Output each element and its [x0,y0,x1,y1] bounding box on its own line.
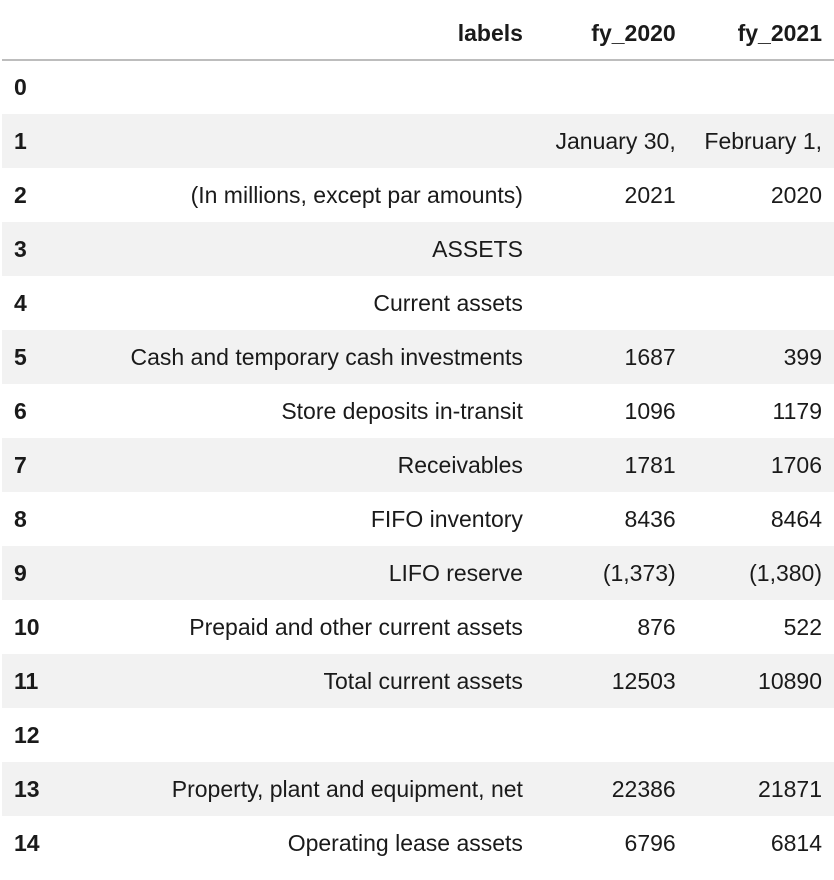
row-index: 6 [14,397,27,424]
table-header: labels fy_2020 fy_2021 [2,7,834,61]
cell-fy-2021 [688,708,834,762]
cell-labels: LIFO reserve [388,559,523,586]
row-index: 7 [14,451,27,478]
cell-labels [62,114,535,168]
row-index: 4 [14,289,27,316]
table-row: 12 [2,708,834,762]
cell-labels: FIFO inventory [370,505,523,532]
cell-fy-2020 [535,708,688,762]
cell-fy-2021 [688,222,834,276]
cell-labels: Operating lease assets [287,829,523,856]
table-body: 0 1 January 30, February 1, 2 (In millions, e… [2,60,834,870]
cell-labels: Current assets [373,289,523,316]
table-row: 0 [2,60,834,114]
row-index: 1 [14,127,27,154]
cell-fy-2020: 22386 [611,775,676,802]
cell-fy-2020: 2021 [624,181,676,208]
row-index: 11 [14,667,39,694]
row-index: 12 [14,721,40,748]
table-row: 14 Operating lease assets 6796 6814 [2,816,834,870]
cell-labels: ASSETS [432,235,523,262]
row-index: 5 [14,343,27,370]
cell-labels: Receivables [397,451,523,478]
cell-fy-2021: 6814 [770,829,822,856]
row-index: 10 [14,613,40,640]
cell-fy-2020: 1687 [624,343,676,370]
table-row: 8 FIFO inventory 8436 8464 [2,492,834,546]
table-row: 13 Property, plant and equipment, net 2238… [2,762,834,816]
cell-labels: Property, plant and equipment, net [171,775,523,802]
cell-fy-2021: 1706 [770,451,822,478]
table-row: 9 LIFO reserve (1,373) (1,380) [2,546,834,600]
cell-fy-2020: 8436 [624,505,676,532]
cell-labels: (In millions, except par amounts) [190,181,523,208]
table-row: 11 Total current assets 12503 10890 [2,654,834,708]
cell-fy-2020: January 30, [555,127,676,154]
cell-fy-2021: 21871 [758,775,822,802]
cell-fy-2021 [688,60,834,114]
table-row: 7 Receivables 1781 1706 [2,438,834,492]
cell-fy-2020: 876 [637,613,676,640]
cell-fy-2020 [535,222,688,276]
index-header [2,7,63,61]
row-index: 13 [14,775,40,802]
cell-labels: Total current assets [323,667,523,694]
row-index: 8 [14,505,27,532]
table-row: 4 Current assets [2,276,834,330]
table-row: 3 ASSETS [2,222,834,276]
cell-labels: Prepaid and other current assets [189,613,523,640]
cell-fy-2020 [535,276,688,330]
row-index: 9 [14,559,27,586]
cell-fy-2021: (1,380) [749,559,822,586]
row-index: 3 [14,235,27,262]
cell-labels [62,60,535,114]
cell-fy-2021: February 1, [704,127,822,154]
cell-fy-2020: 12503 [611,667,676,694]
row-index: 2 [14,181,27,208]
column-header-fy-2021: fy_2021 [687,7,834,61]
column-header-labels: labels [62,7,535,61]
cell-fy-2021: 522 [783,613,822,640]
cell-fy-2021 [688,276,834,330]
column-header-fy-2020: fy_2020 [534,7,688,61]
row-index: 14 [14,829,40,856]
cell-fy-2021: 1179 [772,397,822,424]
cell-fy-2021: 8464 [770,505,822,532]
cell-fy-2021: 399 [783,343,822,370]
cell-labels: Cash and temporary cash investments [130,343,523,370]
cell-fy-2021: 10890 [758,667,822,694]
cell-fy-2020 [535,60,688,114]
table-row: 5 Cash and temporary cash investments 1687… [2,330,834,384]
cell-fy-2020: 1781 [624,451,676,478]
table-row: 10 Prepaid and other current assets 876 522 [2,600,834,654]
cell-labels: Store deposits in-transit [281,397,523,424]
cell-fy-2020: 6796 [624,829,676,856]
table-row: 1 January 30, February 1, [2,114,834,168]
dataframe-table: labels fy_2020 fy_2021 0 1 January 30, Febr… [2,7,834,870]
header-row: labels fy_2020 fy_2021 [2,7,834,61]
table-row: 6 Store deposits in-transit 1096 1179 [2,384,834,438]
table-row: 2 (In millions, except par amounts) 2021 20… [2,168,834,222]
row-index: 0 [14,74,27,100]
cell-fy-2020: (1,373) [602,559,676,586]
cell-labels [62,708,535,762]
cell-fy-2020: 1096 [624,397,676,424]
cell-fy-2021: 2020 [770,181,822,208]
